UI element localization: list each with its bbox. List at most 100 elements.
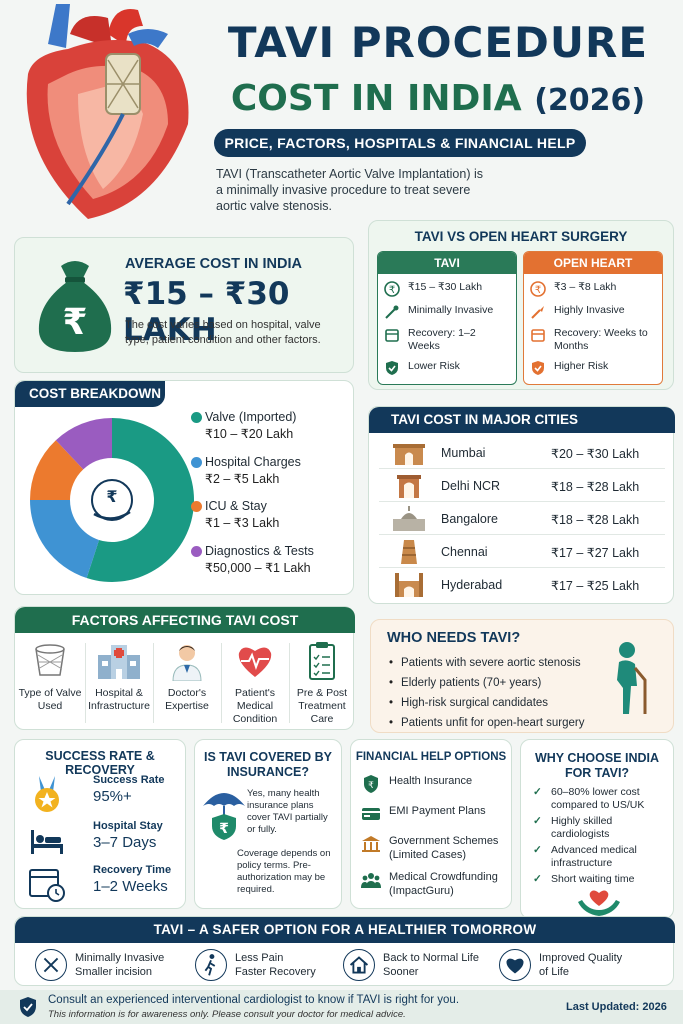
why-india-title: WHY CHOOSE INDIA FOR TAVI? <box>534 751 660 780</box>
cities-title: TAVI COST IN MAJOR CITIES <box>369 407 675 433</box>
scalpel-icon <box>531 306 544 319</box>
financial-label: Government Schemes (Limited Cases) <box>389 835 499 861</box>
legend-name: ICU & Stay <box>205 499 267 513</box>
success-value: 3–7 Days <box>93 834 157 851</box>
city-row: Mumbai ₹20 – ₹30 Lakh <box>379 437 665 469</box>
legend-name: Valve (Imported) <box>205 410 297 424</box>
catheter-icon <box>385 305 399 319</box>
legend-name: Hospital Charges <box>205 455 301 469</box>
clipboard-icon <box>309 642 335 680</box>
success-label: Success Rate <box>93 774 165 786</box>
hospital-building-icon <box>98 645 140 679</box>
heart-hands-icon <box>578 890 620 916</box>
divider <box>221 643 222 723</box>
city-price: ₹20 – ₹30 Lakh <box>551 447 640 461</box>
india-gate-icon <box>397 475 421 498</box>
tavi-invasiveness: Minimally Invasive <box>408 304 494 316</box>
cost-breakdown-card: COST BREAKDOWN ₹ Valve (Imported) ₹10 – … <box>14 380 354 595</box>
rupee-coin-icon: ₹ <box>384 281 400 297</box>
factor-condition: Patient's Medical Condition <box>222 637 288 727</box>
legend-diagnostics: Diagnostics & Tests ₹50,000 – ₹1 Lakh <box>191 543 314 577</box>
financial-label: Medical Crowdfunding (ImpactGuru) <box>389 871 498 897</box>
open-heart-recovery: Recovery: Weeks to Months <box>554 327 648 352</box>
government-building-icon <box>362 836 380 852</box>
gateway-of-india-icon <box>393 444 425 465</box>
city-price: ₹18 – ₹28 Lakh <box>551 480 640 494</box>
factors-card: FACTORS AFFECTING TAVI COST Type of Valv… <box>14 606 355 730</box>
footer: Consult an experienced interventional ca… <box>0 990 683 1024</box>
svg-text:₹: ₹ <box>389 285 395 296</box>
open-heart-row: Higher Risk <box>524 360 662 376</box>
calendar-clock-icon <box>29 869 65 902</box>
insurance-title: IS TAVI COVERED BY INSURANCE? <box>203 750 333 779</box>
comparison-title: TAVI VS OPEN HEART SURGERY <box>414 229 628 244</box>
factor-label: Type of Valve Used <box>18 687 82 712</box>
city-name: Mumbai <box>441 446 486 460</box>
footer-consult: Consult an experienced interventional ca… <box>48 994 460 1006</box>
title-year: (2026) <box>534 83 646 118</box>
success-item: Success Rate 95%+ <box>27 774 177 819</box>
legend-range: ₹50,000 – ₹1 Lakh <box>205 561 311 575</box>
factors-title: FACTORS AFFECTING TAVI COST <box>15 607 355 633</box>
last-updated: Last Updated: 2026 <box>566 1001 667 1013</box>
success-item: Recovery Time 1–2 Weeks <box>27 864 177 909</box>
benefit-text: Minimally Invasive Smaller incision <box>75 951 195 979</box>
donut-segment-1 <box>30 500 100 578</box>
doctor-icon <box>172 645 202 681</box>
page-title: TAVI PROCEDURE <box>227 18 649 67</box>
no-incision-icon <box>35 949 67 981</box>
hand-icon <box>93 510 131 520</box>
rupee-hand-icon <box>91 479 133 521</box>
benefit-line1: Back to Normal Life <box>383 952 479 964</box>
benefit-item: Back to Normal Life Sooner <box>343 949 503 983</box>
legend-valve: Valve (Imported) ₹10 – ₹20 Lakh <box>191 409 297 443</box>
factor-label: Doctor's Expertise <box>165 687 209 712</box>
list-item: High-risk surgical candidates <box>389 693 585 713</box>
who-needs-card: WHO NEEDS TAVI? Patients with severe aor… <box>370 619 674 733</box>
safer-option-card: TAVI – A SAFER OPTION FOR A HEALTHIER TO… <box>14 916 675 986</box>
insurance-text: Yes, many health insurance plans cover T… <box>247 788 328 835</box>
warning-shield-icon <box>532 361 544 375</box>
legend-icu: ICU & Stay ₹1 – ₹3 Lakh <box>191 498 280 532</box>
cost-breakdown-donut: ₹ <box>30 418 195 582</box>
svg-text:₹: ₹ <box>219 821 229 837</box>
footer-disclaimer: This information is for awareness only. … <box>48 1009 406 1020</box>
tavi-column: TAVI ₹ ₹15 – ₹30 Lakh Minimally Invasive… <box>377 251 517 385</box>
financial-title: FINANCIAL HELP OPTIONS <box>355 751 507 763</box>
factor-doctor: Doctor's Expertise <box>154 637 220 727</box>
legend-dot <box>191 501 202 512</box>
tavi-row: Lower Risk <box>378 360 516 376</box>
calendar-icon <box>531 329 545 342</box>
average-cost-label: AVERAGE COST IN INDIA <box>125 256 302 272</box>
comparison-card: TAVI VS OPEN HEART SURGERY TAVI ₹ ₹15 – … <box>368 220 674 390</box>
medal-icon <box>35 776 59 812</box>
vidhana-soudha-icon <box>393 506 425 531</box>
legend-range: ₹10 – ₹20 Lakh <box>205 427 294 441</box>
svg-text:₹: ₹ <box>368 781 374 791</box>
insurance-card: IS TAVI COVERED BY INSURANCE? ₹ Yes, man… <box>194 739 342 909</box>
valve-stent-icon <box>35 644 65 676</box>
insurance-shield-icon: ₹ <box>364 775 378 793</box>
elderly-person-icon <box>617 642 647 714</box>
benefit-line2: Smaller incision <box>75 966 153 978</box>
average-cost-card: ₹ AVERAGE COST IN INDIA ₹15 – ₹30 LAKH T… <box>14 237 354 373</box>
open-heart-row: ₹ ₹3 – ₹8 Lakh <box>524 281 662 297</box>
cost-breakdown-title: COST BREAKDOWN <box>15 381 165 407</box>
legend-range: ₹1 – ₹3 Lakh <box>205 516 280 530</box>
benefit-item: Minimally Invasive Smaller incision <box>35 949 195 983</box>
temple-gopuram-icon <box>401 540 417 564</box>
list-item: Patients unfit for open-heart surgery <box>389 713 584 733</box>
success-label: Recovery Time <box>93 864 172 876</box>
donut-segment-0 <box>86 418 195 582</box>
city-row: Delhi NCR ₹18 – ₹28 Lakh <box>379 470 665 502</box>
benefit-item: Less Pain Faster Recovery <box>195 949 345 983</box>
city-price: ₹17 – ₹25 Lakh <box>551 579 640 593</box>
financial-label: Health Insurance <box>389 775 473 787</box>
benefit-line1: Improved Quality <box>539 952 623 964</box>
divider <box>289 643 290 723</box>
umbrella-shield-icon: ₹ <box>203 793 245 840</box>
financial-item: Medical Crowdfunding (ImpactGuru) <box>361 870 511 897</box>
financial-label: EMI Payment Plans <box>389 805 486 817</box>
benefit-line2: of Life <box>539 966 569 978</box>
intro-text: TAVI (Transcatheter Aortic Valve Implant… <box>216 167 483 213</box>
